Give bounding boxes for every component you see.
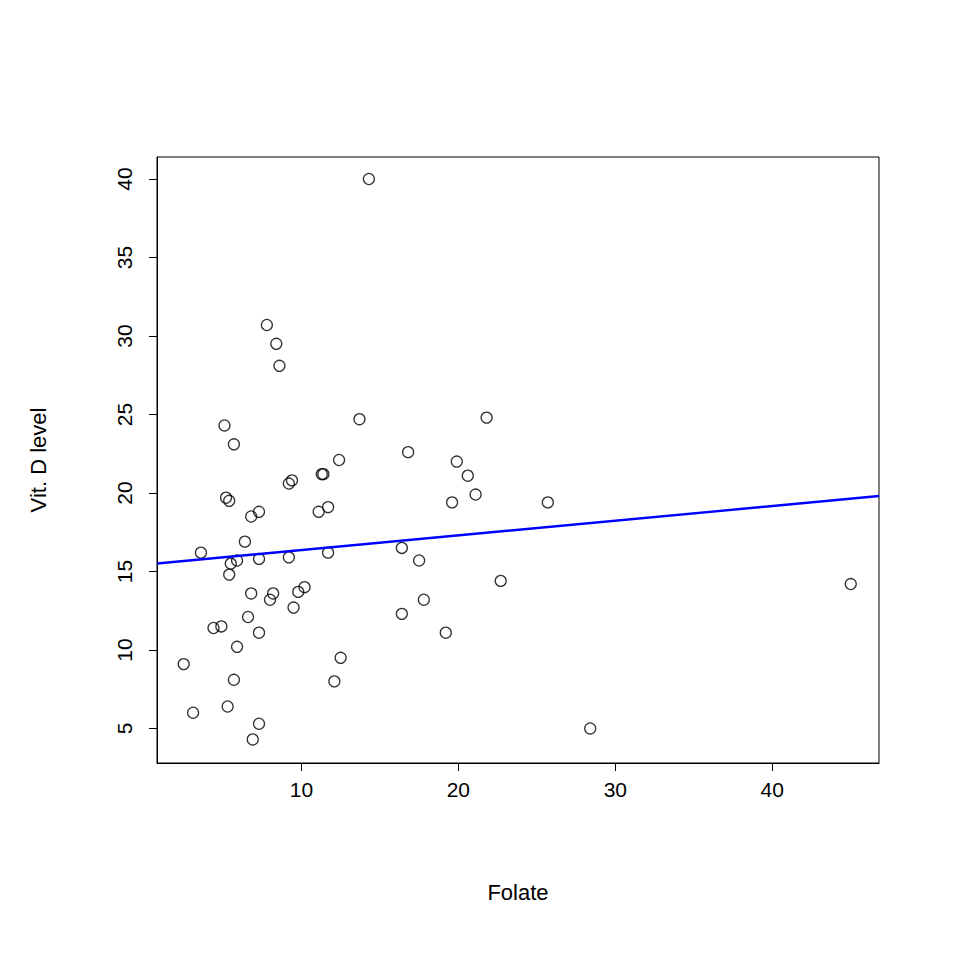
- svg-text:25: 25: [113, 403, 136, 426]
- svg-text:40: 40: [761, 778, 784, 801]
- svg-text:35: 35: [113, 246, 136, 269]
- svg-text:10: 10: [290, 778, 313, 801]
- svg-text:40: 40: [113, 167, 136, 190]
- svg-text:20: 20: [447, 778, 470, 801]
- svg-text:30: 30: [604, 778, 627, 801]
- svg-text:20: 20: [113, 481, 136, 504]
- svg-text:10: 10: [113, 638, 136, 661]
- svg-text:5: 5: [113, 723, 136, 735]
- svg-text:Folate: Folate: [487, 880, 548, 905]
- svg-text:30: 30: [113, 324, 136, 347]
- svg-text:15: 15: [113, 560, 136, 583]
- svg-text:Vit. D level: Vit. D level: [26, 408, 51, 513]
